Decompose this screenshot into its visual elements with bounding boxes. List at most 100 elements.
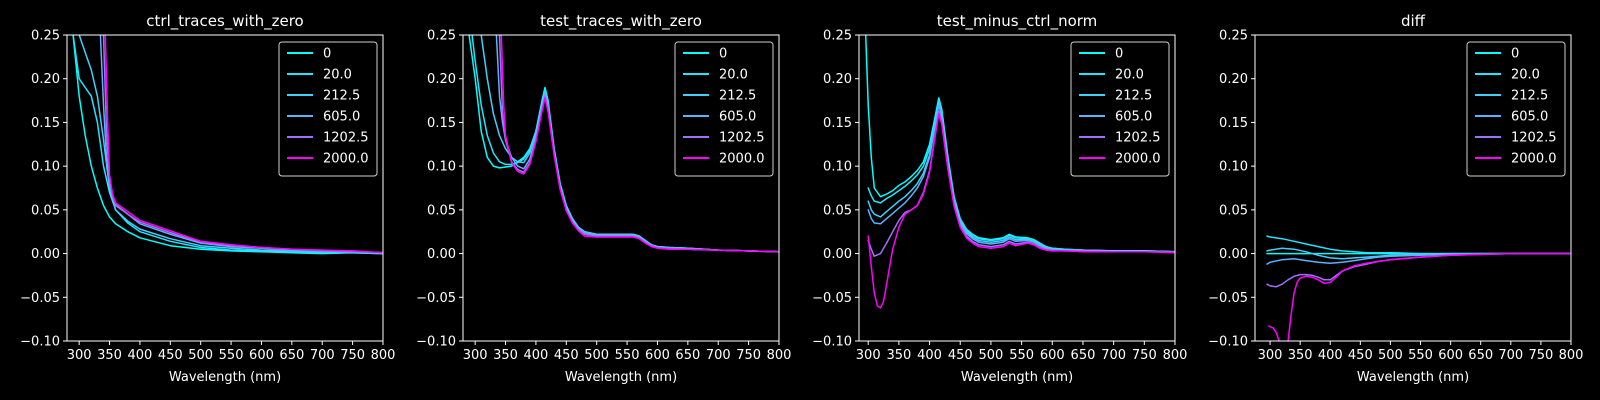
y-tick-label: 0.25	[31, 29, 60, 44]
x-axis-label: Wavelength (nm)	[169, 370, 281, 385]
y-tick-label: 0.20	[1219, 72, 1248, 87]
x-tick-label: 300	[463, 348, 488, 363]
y-tick-label: 0.05	[1219, 203, 1248, 218]
legend-frame	[674, 41, 774, 177]
x-tick-label: 750	[736, 348, 761, 363]
legend-label: 2000.0	[1511, 152, 1557, 167]
x-axis-label: Wavelength (nm)	[1357, 370, 1469, 385]
y-tick-label: 0.20	[31, 72, 60, 87]
series-line-605.0	[1266, 252, 1571, 265]
y-tick-label: 0.25	[427, 29, 456, 44]
x-tick-label: 350	[97, 348, 122, 363]
y-tick-label: −0.05	[1208, 291, 1248, 306]
y-tick-label: 0.10	[31, 160, 60, 175]
y-tick-label: 0.25	[1219, 29, 1248, 44]
x-tick-label: 500	[979, 348, 1004, 363]
legend-label: 20.0	[1115, 68, 1144, 83]
x-tick-label: 350	[493, 348, 518, 363]
legend-label: 605.0	[1115, 110, 1152, 125]
axis-ticks: 300 350 400 450 500 550 600 650 700 750 800 −0.10 −0…	[1208, 29, 1583, 364]
chart-panel-3: diff Wavelength (nm) 300 350 400 450 500 550 6…	[1208, 12, 1583, 385]
legend-frame	[1466, 41, 1566, 177]
x-tick-label: 300	[1258, 348, 1283, 363]
legend-label: 2000.0	[323, 152, 369, 167]
y-tick-label: 0.05	[823, 203, 852, 218]
legend-label: 212.5	[323, 89, 360, 104]
x-tick-label: 300	[67, 348, 92, 363]
x-tick-label: 500	[584, 348, 609, 363]
series-line-2000.0	[867, 112, 1175, 309]
y-tick-label: 0.20	[823, 72, 852, 87]
x-tick-label: 600	[1040, 348, 1065, 363]
x-tick-label: 800	[1163, 348, 1188, 363]
series-line-0	[72, 35, 383, 255]
x-tick-label: 700	[1498, 348, 1523, 363]
y-tick-label: −0.05	[20, 291, 60, 306]
y-tick-label: −0.10	[1208, 335, 1248, 350]
legend: 0 20.0 212.5 605.0 1202.5 2000.0	[278, 41, 378, 177]
legend-label: 1202.5	[1115, 131, 1161, 146]
series-line-2000.0	[500, 35, 779, 253]
legend-label: 605.0	[323, 110, 360, 125]
legend-label: 0	[719, 47, 727, 62]
x-tick-label: 550	[615, 348, 640, 363]
x-tick-label: 550	[1009, 348, 1034, 363]
series-group	[1266, 235, 1571, 341]
axis-ticks: 300 350 400 450 500 550 600 650 700 750 800 −0.10 −0…	[20, 29, 395, 364]
x-tick-label: 650	[1071, 348, 1096, 363]
x-tick-label: 700	[1101, 348, 1126, 363]
x-axis-label: Wavelength (nm)	[565, 370, 677, 385]
x-tick-label: 600	[645, 348, 670, 363]
x-tick-label: 750	[1528, 348, 1553, 363]
y-tick-label: 0.15	[427, 116, 456, 131]
series-line-212.5	[78, 35, 383, 254]
legend-label: 605.0	[719, 110, 756, 125]
plot-frame	[1254, 34, 1572, 342]
legend-label: 20.0	[323, 68, 352, 83]
y-tick-label: 0.15	[31, 116, 60, 131]
chart-panel-0: ctrl_traces_with_zero Wavelength (nm) 30…	[20, 12, 395, 385]
y-tick-label: 0.25	[823, 29, 852, 44]
plot-frame	[858, 34, 1176, 342]
series-line-1202.5	[1266, 252, 1571, 288]
x-tick-label: 600	[1438, 348, 1463, 363]
y-tick-label: 0.05	[31, 203, 60, 218]
y-tick-label: 0.15	[1219, 116, 1248, 131]
series-line-20.0	[72, 35, 383, 255]
legend-label: 20.0	[1511, 68, 1540, 83]
x-tick-label: 800	[371, 348, 396, 363]
chart-panel-1: test_traces_with_zero Wavelength (nm) 30…	[416, 12, 791, 385]
series-line-2000.0	[1268, 252, 1571, 341]
x-tick-label: 300	[856, 348, 881, 363]
x-tick-label: 800	[767, 348, 792, 363]
y-tick-label: 0.10	[1219, 160, 1248, 175]
x-tick-label: 450	[1348, 348, 1373, 363]
x-tick-label: 400	[128, 348, 153, 363]
x-tick-label: 650	[279, 348, 304, 363]
legend-label: 212.5	[719, 89, 756, 104]
series-line-20.0	[1266, 235, 1571, 255]
y-tick-label: 0.00	[1219, 247, 1248, 262]
series-line-2000.0	[104, 35, 383, 254]
y-tick-label: 0.05	[427, 203, 456, 218]
chart-panel-2: test_minus_ctrl_norm Wavelength (nm) 300…	[812, 12, 1187, 385]
x-tick-label: 450	[158, 348, 183, 363]
y-tick-label: −0.05	[416, 291, 456, 306]
legend-label: 212.5	[1511, 89, 1548, 104]
x-tick-label: 500	[1378, 348, 1403, 363]
legend-label: 212.5	[1115, 89, 1152, 104]
chart-title: diff	[1401, 12, 1426, 30]
y-tick-label: 0.15	[823, 116, 852, 131]
x-tick-label: 450	[948, 348, 973, 363]
series-group	[72, 35, 383, 255]
legend-label: 0	[1511, 47, 1519, 62]
y-tick-label: −0.10	[416, 335, 456, 350]
y-tick-label: 0.00	[823, 247, 852, 262]
legend-label: 605.0	[1511, 110, 1548, 125]
x-tick-label: 650	[675, 348, 700, 363]
x-tick-label: 400	[524, 348, 549, 363]
x-tick-label: 450	[554, 348, 579, 363]
legend-label: 1202.5	[1511, 131, 1557, 146]
x-tick-label: 550	[219, 348, 244, 363]
x-tick-label: 800	[1559, 348, 1584, 363]
